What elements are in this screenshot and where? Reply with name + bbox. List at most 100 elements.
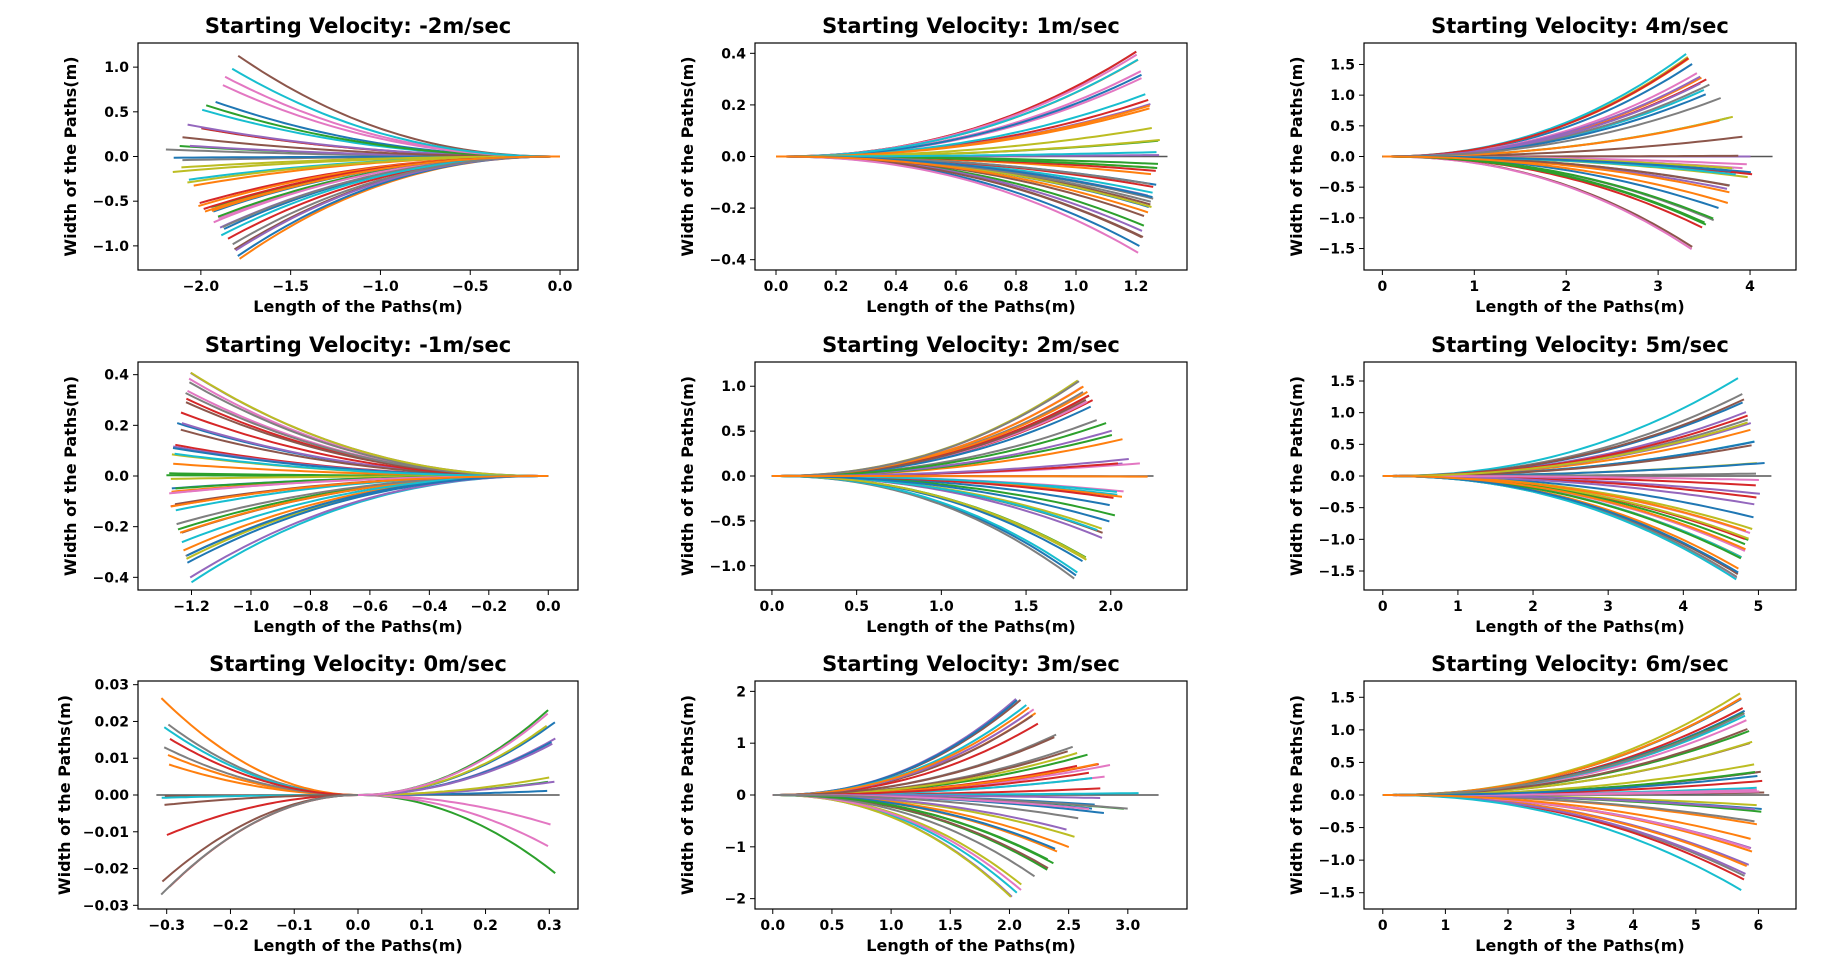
path-lines [1382, 377, 1772, 581]
x-tick-label: 1.5 [1014, 599, 1039, 615]
path-line [1382, 775, 1758, 796]
path-lines [772, 698, 1159, 898]
y-tick-label: −1.0 [1318, 532, 1355, 548]
x-tick-label: 0.4 [884, 279, 909, 295]
y-axis-label: Width of the Paths(m) [55, 695, 74, 895]
y-tick-label: 1.5 [1330, 690, 1355, 706]
x-tick-label: 0.0 [536, 599, 561, 615]
x-tick-label: 0.0 [346, 918, 371, 934]
path-line [776, 58, 1139, 158]
path-line [1382, 794, 1751, 840]
subplot-title: Starting Velocity: 2m/sec [822, 333, 1120, 357]
x-tick-label: 4 [1628, 918, 1638, 934]
path-line [358, 794, 549, 847]
x-tick-label: 1.2 [1124, 279, 1149, 295]
y-tick-label: 0.0 [104, 150, 129, 166]
y-tick-label: −1.0 [92, 239, 129, 255]
y-tick-label: −0.5 [709, 514, 746, 530]
x-tick-label: −1.5 [272, 279, 309, 295]
y-tick-label: 1.0 [104, 60, 129, 76]
y-tick-label: −1.5 [1318, 886, 1355, 902]
x-tick-label: 5 [1691, 918, 1701, 934]
path-line [1382, 475, 1759, 481]
y-tick-label: 1.0 [1330, 723, 1355, 739]
path-line [215, 100, 560, 158]
x-tick-label: 0 [1378, 918, 1388, 934]
y-tick-label: −0.2 [709, 201, 746, 217]
x-tick-label: 1.0 [1064, 279, 1089, 295]
y-tick-label: 0.5 [104, 105, 129, 121]
x-tick-label: −0.2 [471, 599, 508, 615]
path-line [776, 98, 1149, 158]
y-axis-label: Width of the Paths(m) [1287, 695, 1306, 895]
subplot-title: Starting Velocity: 1m/sec [822, 14, 1120, 38]
y-tick-label: 0.4 [104, 368, 129, 384]
x-tick-label: 0.6 [944, 279, 969, 295]
y-tick-label: 0.5 [1330, 437, 1355, 453]
y-tick-label: −1.0 [1318, 211, 1355, 227]
path-line [772, 794, 1022, 891]
x-tick-label: −0.1 [276, 918, 313, 934]
subplot-1: −2.0 −1.5 −1.0 −0.5 0.0 1.0 0.5 0.0 −0.5 −1.0 Star… [61, 14, 579, 316]
path-line [231, 67, 560, 158]
x-tick-label: 0.0 [548, 279, 573, 295]
path-line [772, 794, 1079, 820]
path-line [1382, 794, 1742, 891]
x-axis-label: Length of the Paths(m) [253, 617, 462, 636]
path-line [1382, 97, 1722, 158]
y-tick-label: 0.0 [1330, 469, 1355, 485]
y-tick-label: 0.2 [104, 418, 129, 434]
x-tick-label: 0.8 [1004, 279, 1029, 295]
y-tick-label: −0.5 [92, 194, 129, 210]
subplot-title: Starting Velocity: 0m/sec [209, 652, 507, 676]
path-line [771, 380, 1080, 477]
y-tick-label: −0.2 [92, 520, 129, 536]
y-tick-label: −0.4 [92, 570, 129, 586]
path-line [771, 475, 1148, 478]
x-axis-label: Length of the Paths(m) [866, 617, 1075, 636]
x-tick-label: 0.5 [844, 599, 869, 615]
x-tick-label: −0.6 [352, 599, 389, 615]
subplot-title: Starting Velocity: -1m/sec [205, 333, 511, 357]
y-tick-label: −0.02 [83, 862, 129, 878]
x-tick-label: 4 [1678, 599, 1688, 615]
y-tick-label: 0.0 [721, 469, 746, 485]
x-tick-label: −0.2 [212, 918, 249, 934]
y-tick-label: 0.0 [104, 469, 129, 485]
path-line [1382, 155, 1729, 204]
path-line [211, 155, 560, 212]
x-tick-label: 1 [1441, 918, 1451, 934]
path-lines [166, 371, 549, 584]
subplot-title: Starting Velocity: 4m/sec [1431, 14, 1729, 38]
y-axis-label: Width of the Paths(m) [1287, 376, 1306, 576]
y-tick-label: 0.00 [94, 788, 129, 804]
x-tick-label: 1 [1453, 599, 1463, 615]
y-tick-label: 0.0 [721, 150, 746, 166]
path-line [161, 794, 359, 883]
y-tick-label: −1.5 [1318, 564, 1355, 580]
x-tick-label: 2.0 [1098, 599, 1123, 615]
y-axis-label: Width of the Paths(m) [678, 695, 697, 895]
path-line [358, 741, 552, 796]
subplot-title: Starting Velocity: 6m/sec [1431, 652, 1729, 676]
y-tick-label: −1 [725, 840, 746, 856]
x-tick-label: 6 [1754, 918, 1764, 934]
path-line [771, 475, 1077, 577]
y-tick-label: 1.0 [1330, 406, 1355, 422]
y-tick-label: 0.0 [1330, 150, 1355, 166]
y-tick-label: −1.5 [1318, 242, 1355, 258]
x-tick-label: 0.2 [473, 918, 498, 934]
y-axis-label: Width of the Paths(m) [1287, 56, 1306, 256]
path-line [174, 452, 549, 477]
y-tick-label: 0.0 [1330, 788, 1355, 804]
y-tick-label: 0.03 [94, 678, 129, 694]
x-tick-label: 2 [1528, 599, 1538, 615]
path-lines [776, 50, 1168, 254]
y-tick-label: 0.2 [721, 98, 746, 114]
path-line [170, 475, 549, 508]
path-lines [1382, 53, 1773, 250]
subplot-6: 0 1 2 3 4 5 1.5 1.0 0.5 0.0 −0.5 −1.0 −1.5 Starting V… [1287, 333, 1797, 636]
x-tick-label: −0.4 [411, 599, 448, 615]
path-line [186, 475, 549, 564]
